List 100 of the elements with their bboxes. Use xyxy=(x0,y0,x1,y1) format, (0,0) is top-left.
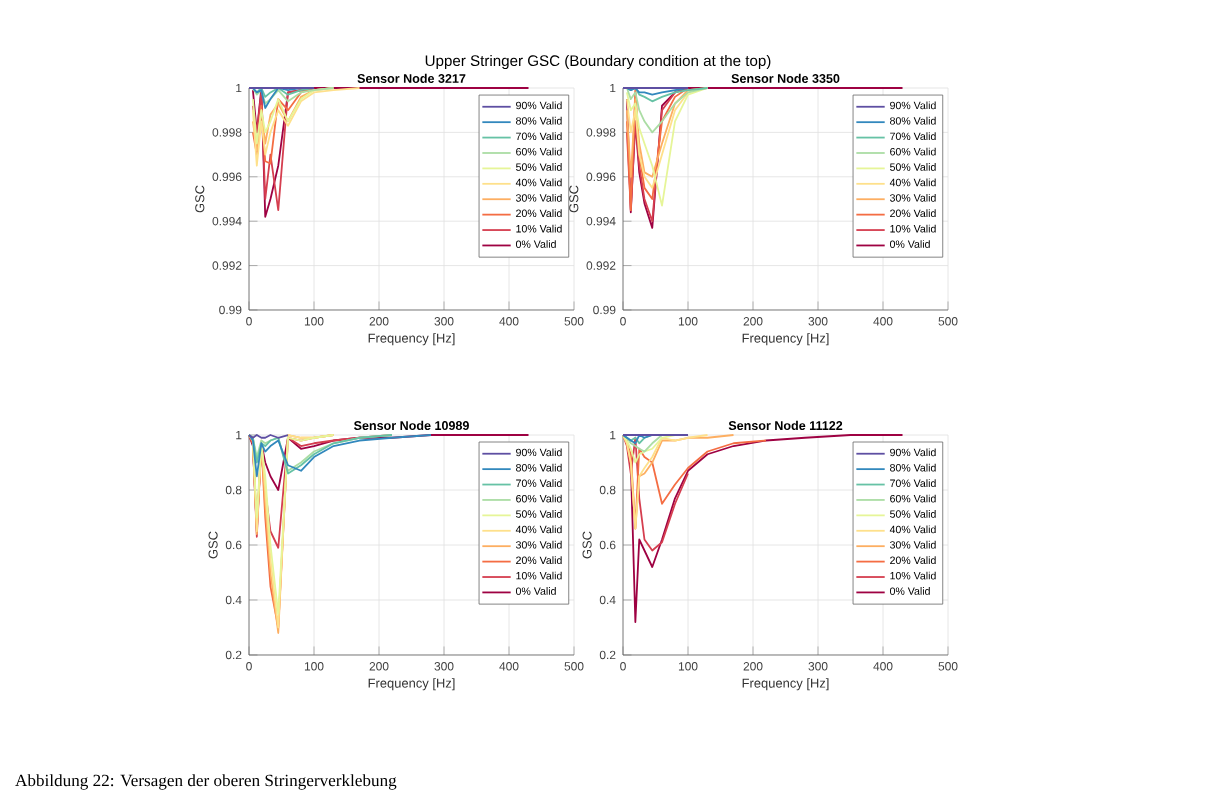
legend-label: 70% Valid xyxy=(890,479,936,487)
y-axis-title: GSC xyxy=(195,185,205,213)
legend-label: 30% Valid xyxy=(889,540,936,549)
y-axis-title: GSC xyxy=(208,531,218,559)
y-tick-label: 0.2 xyxy=(599,650,616,660)
y-tick-label: 0.994 xyxy=(212,216,242,226)
x-tick-label: 200 xyxy=(369,662,389,671)
legend-label: 20% Valid xyxy=(890,209,936,218)
legend-label: 70% Valid xyxy=(516,132,562,141)
legend-label: 0% Valid xyxy=(515,240,556,248)
legend-label: 20% Valid xyxy=(516,556,562,565)
legend-label: 60% Valid xyxy=(516,147,562,156)
x-axis-title: Frequency [Hz] xyxy=(742,678,829,691)
y-tick-label: 0.8 xyxy=(599,485,616,495)
x-tick-label: 0 xyxy=(620,662,626,671)
y-tick-label: 0.998 xyxy=(586,128,616,137)
y-tick-label: 0.4 xyxy=(225,595,242,605)
x-tick-label: 300 xyxy=(434,662,454,671)
x-tick-label: 100 xyxy=(304,317,324,326)
legend-label: 90% Valid xyxy=(516,101,562,110)
x-tick-label: 500 xyxy=(938,317,958,326)
x-tick-label: 400 xyxy=(873,317,893,326)
legend-label: 90% Valid xyxy=(516,448,562,457)
y-tick-label: 0.998 xyxy=(212,128,242,137)
x-tick-label: 400 xyxy=(873,662,893,671)
text: Upper Stringer GSC (Boundary condition at the top) xyxy=(425,54,771,70)
y-tick-label: 1 xyxy=(236,430,242,440)
legend-label: 80% Valid xyxy=(516,463,562,472)
legend-label: 40% Valid xyxy=(889,178,936,187)
chart-title: Sensor Node 10989 xyxy=(353,420,469,431)
x-tick-label: 100 xyxy=(304,662,324,671)
legend-label: 20% Valid xyxy=(516,209,562,218)
x-tick-label: 0 xyxy=(246,317,252,326)
legend-label: 10% Valid xyxy=(516,571,562,580)
y-tick-label: 0.6 xyxy=(599,540,616,550)
chart-title: Sensor Node 11122 xyxy=(728,420,843,431)
x-tick-label: 100 xyxy=(678,317,698,326)
legend-label: 0% Valid xyxy=(889,240,930,248)
legend-label: 80% Valid xyxy=(516,116,562,125)
y-tick-label: 1 xyxy=(236,83,242,93)
y-tick-label: 0.2 xyxy=(225,650,242,660)
y-tick-label: 1 xyxy=(610,83,616,93)
legend-label: 60% Valid xyxy=(516,494,562,503)
legend-label: 80% Valid xyxy=(890,116,936,125)
y-tick-label: 0.8 xyxy=(225,485,242,495)
text: Abbildung 22: Versagen der oberen Stringerverklebung xyxy=(15,774,397,790)
x-tick-label: 400 xyxy=(499,662,519,671)
y-tick-label: 0.996 xyxy=(212,172,242,182)
legend-label: 90% Valid xyxy=(890,101,936,110)
x-tick-label: 200 xyxy=(743,317,763,326)
legend-label: 50% Valid xyxy=(516,510,562,518)
chart-title: Sensor Node 3217 xyxy=(357,73,466,84)
legend-label: 10% Valid xyxy=(516,224,562,233)
legend-label: 70% Valid xyxy=(890,132,936,141)
legend-label: 40% Valid xyxy=(889,525,936,534)
legend-label: 40% Valid xyxy=(515,178,562,187)
x-tick-label: 100 xyxy=(678,662,698,671)
x-tick-label: 200 xyxy=(743,662,763,671)
x-tick-label: 500 xyxy=(938,662,958,671)
legend-label: 50% Valid xyxy=(890,510,936,518)
chart-title: Sensor Node 3350 xyxy=(731,73,840,84)
y-tick-label: 0.992 xyxy=(586,261,616,270)
x-tick-label: 400 xyxy=(499,317,519,326)
x-tick-label: 500 xyxy=(564,317,584,326)
legend-label: 80% Valid xyxy=(890,463,936,472)
x-axis-title: Frequency [Hz] xyxy=(368,333,455,346)
y-tick-label: 0.4 xyxy=(599,595,616,605)
x-tick-label: 300 xyxy=(808,662,828,671)
legend-label: 0% Valid xyxy=(889,587,930,595)
x-axis-title: Frequency [Hz] xyxy=(742,333,829,346)
legend-label: 50% Valid xyxy=(890,163,936,171)
legend-label: 60% Valid xyxy=(890,147,936,156)
y-axis-title: GSC xyxy=(569,185,579,213)
legend-label: 30% Valid xyxy=(889,193,936,202)
y-tick-label: 0.994 xyxy=(586,216,616,226)
x-tick-label: 500 xyxy=(564,662,584,671)
x-tick-label: 0 xyxy=(246,662,252,671)
legend-label: 30% Valid xyxy=(515,193,562,202)
legend-label: 40% Valid xyxy=(515,525,562,534)
y-tick-label: 1 xyxy=(610,430,616,440)
y-tick-label: 0.6 xyxy=(225,540,242,550)
x-axis-title: Frequency [Hz] xyxy=(368,678,455,691)
y-axis-title: GSC xyxy=(582,531,592,559)
legend-label: 10% Valid xyxy=(890,224,936,233)
y-tick-label: 0.996 xyxy=(586,172,616,182)
y-tick-label: 0.99 xyxy=(593,305,616,315)
x-tick-label: 300 xyxy=(434,317,454,326)
legend-label: 30% Valid xyxy=(515,540,562,549)
legend-label: 50% Valid xyxy=(516,163,562,171)
y-tick-label: 0.99 xyxy=(219,305,242,315)
x-tick-label: 300 xyxy=(808,317,828,326)
x-tick-label: 0 xyxy=(620,317,626,326)
y-tick-label: 0.992 xyxy=(212,261,242,270)
legend-label: 10% Valid xyxy=(890,571,936,580)
legend-label: 60% Valid xyxy=(890,494,936,503)
legend-label: 90% Valid xyxy=(890,448,936,457)
legend-label: 20% Valid xyxy=(890,556,936,565)
x-tick-label: 200 xyxy=(369,317,389,326)
legend-label: 0% Valid xyxy=(515,587,556,595)
legend-label: 70% Valid xyxy=(516,479,562,487)
